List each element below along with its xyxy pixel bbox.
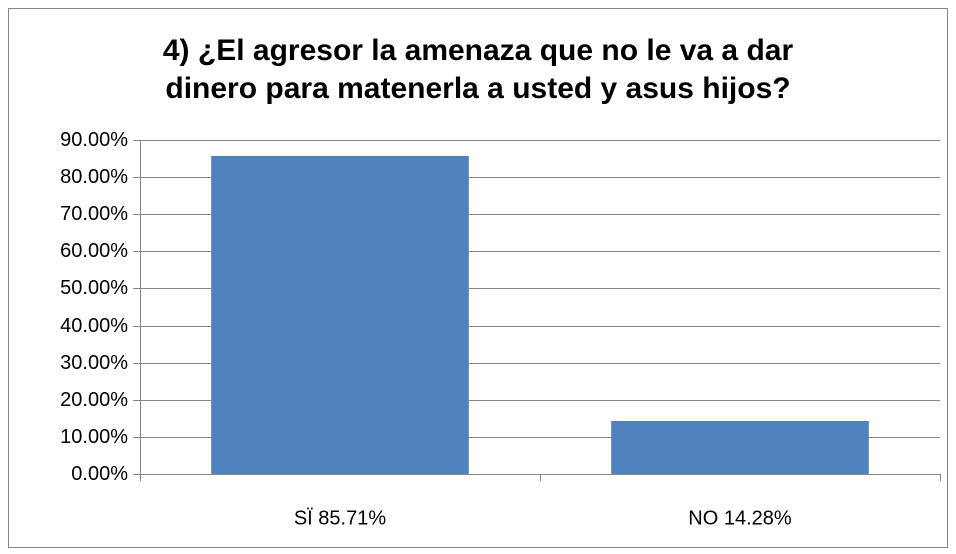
- x-tick-label: NO 14.28%: [688, 507, 792, 529]
- y-tick-label: 60.00%: [60, 240, 128, 262]
- y-tick-label: 80.00%: [60, 166, 128, 188]
- y-tick-label: 0.00%: [71, 463, 128, 485]
- bar: [611, 421, 869, 474]
- chart-title: 4) ¿El agresor la amenaza que no le va a…: [162, 34, 794, 105]
- y-tick-label: 40.00%: [60, 315, 128, 337]
- y-tick-label: 90.00%: [60, 129, 128, 151]
- x-tick-label: SÏ 85.71%: [294, 507, 387, 529]
- y-tick-label: 10.00%: [60, 426, 128, 448]
- y-tick-label: 20.00%: [60, 389, 128, 411]
- y-tick-label: 30.00%: [60, 352, 128, 374]
- bar: [211, 155, 469, 475]
- y-tick-label: 70.00%: [60, 203, 128, 225]
- y-tick-label: 50.00%: [60, 277, 128, 299]
